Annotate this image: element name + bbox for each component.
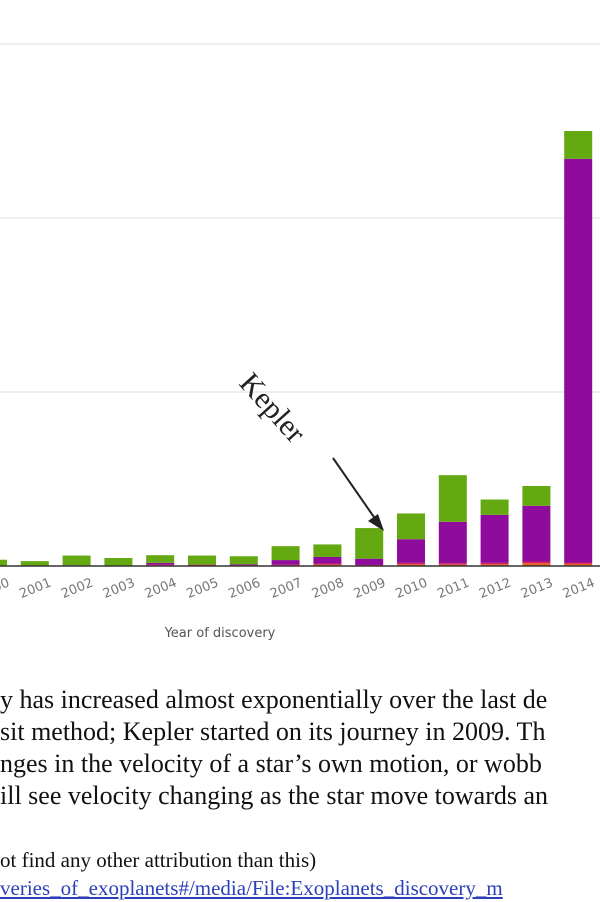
bar-segment-2006-s2	[229, 564, 258, 566]
attribution-note: ot find any other attribution than this)	[0, 848, 317, 872]
bar-segment-2004-s3	[146, 555, 175, 563]
bar-stacks	[0, 131, 593, 567]
bar-segment-2013-s2	[522, 505, 551, 562]
bar-segment-2013-s3	[522, 485, 551, 506]
bar-segment-2014-s0	[564, 563, 593, 566]
bar-segment-2011-s1	[438, 563, 467, 565]
kepler-annotation: Kepler	[233, 367, 384, 531]
x-tick-label: 2013	[519, 576, 555, 602]
bar-segment-2007-s1	[271, 564, 300, 566]
body-paragraph: y has increased almost exponentially ove…	[0, 684, 600, 812]
bar-segment-2011-s3	[438, 475, 467, 522]
bar-segment-2000-s3	[0, 559, 7, 566]
attribution-link[interactable]: veries_of_exoplanets#/media/File:Exoplan…	[0, 876, 503, 900]
x-tick-label: 2001	[17, 576, 53, 602]
bar-segment-2012-s3	[480, 499, 509, 515]
bar-segment-2013-s0	[522, 563, 551, 566]
x-tick-label: 2009	[352, 576, 388, 602]
x-tick-label: 2000	[0, 576, 12, 602]
body-line: ill see velocity changing as the star mo…	[0, 781, 549, 810]
x-tick-label: 2003	[101, 576, 137, 602]
x-tick-label: 2011	[435, 576, 471, 602]
x-tick-label: 2002	[59, 576, 95, 602]
bar-segment-2004-s1	[146, 564, 175, 566]
x-axis-label: Year of discovery	[164, 626, 276, 641]
x-tick-label: 2006	[226, 576, 262, 602]
kepler-arrow-shaft	[332, 457, 377, 521]
bar-segment-2012-s2	[480, 514, 509, 563]
bar-segment-2008-s2	[313, 556, 342, 564]
bar-segment-2010-s0	[397, 564, 425, 566]
x-tick-label: 2008	[310, 576, 346, 602]
bar-segment-2003-s3	[104, 557, 133, 566]
body-line: nges in the velocity of a star’s own mot…	[0, 749, 542, 778]
body-line: y has increased almost exponentially ove…	[0, 685, 548, 714]
bar-segment-2004-s2	[146, 562, 175, 565]
x-tick-labels: 2000 2001 2002 2003 2004 2005 2006 2007 2008 2009…	[0, 576, 597, 602]
bar-segment-2005-s1	[188, 564, 216, 566]
bar-segment-2012-s1	[480, 562, 509, 565]
bar-segment-2008-s1	[313, 563, 342, 565]
bar-segment-2001-s3	[20, 561, 49, 566]
x-tick-label: 2010	[394, 576, 430, 602]
bar-segment-2013-s1	[522, 561, 551, 564]
bar-segment-2010-s1	[397, 562, 425, 565]
bar-segment-2014-s3	[564, 131, 593, 159]
x-tick-label: 2012	[477, 576, 513, 602]
bar-segment-2005-s3	[188, 555, 216, 565]
exoplanet-discovery-chart: 2000 2001 2002 2003 2004 2005 2006 2007 2008 2009…	[0, 43, 600, 641]
bar-segment-2002-s3	[62, 555, 91, 566]
bar-segment-2008-s3	[313, 544, 342, 557]
x-tick-label: 2005	[185, 576, 221, 602]
bar-segment-2012-s0	[480, 564, 509, 566]
bar-segment-2014-s2	[564, 158, 593, 563]
bar-segment-2009-s3	[355, 528, 384, 559]
x-tick-label: 2007	[268, 576, 304, 602]
bar-segment-2014-s1	[564, 562, 593, 564]
bar-segment-2009-s2	[355, 558, 384, 565]
bar-segment-2007-s3	[271, 546, 300, 561]
x-tick-label: 2004	[143, 576, 179, 602]
bar-segment-2006-s3	[229, 556, 258, 565]
kepler-label: Kepler	[233, 367, 312, 450]
body-line: sit method; Kepler started on its journe…	[0, 717, 546, 746]
bar-segment-2010-s2	[397, 539, 425, 563]
bar-segment-2010-s3	[397, 513, 425, 540]
attribution: ot find any other attribution than this)…	[0, 846, 600, 902]
kepler-arrow-head	[368, 514, 384, 531]
bar-segment-2011-s2	[438, 521, 467, 564]
gridlines	[0, 43, 600, 393]
bar-segment-2007-s2	[271, 560, 300, 565]
x-tick-label: 2014	[561, 576, 597, 602]
